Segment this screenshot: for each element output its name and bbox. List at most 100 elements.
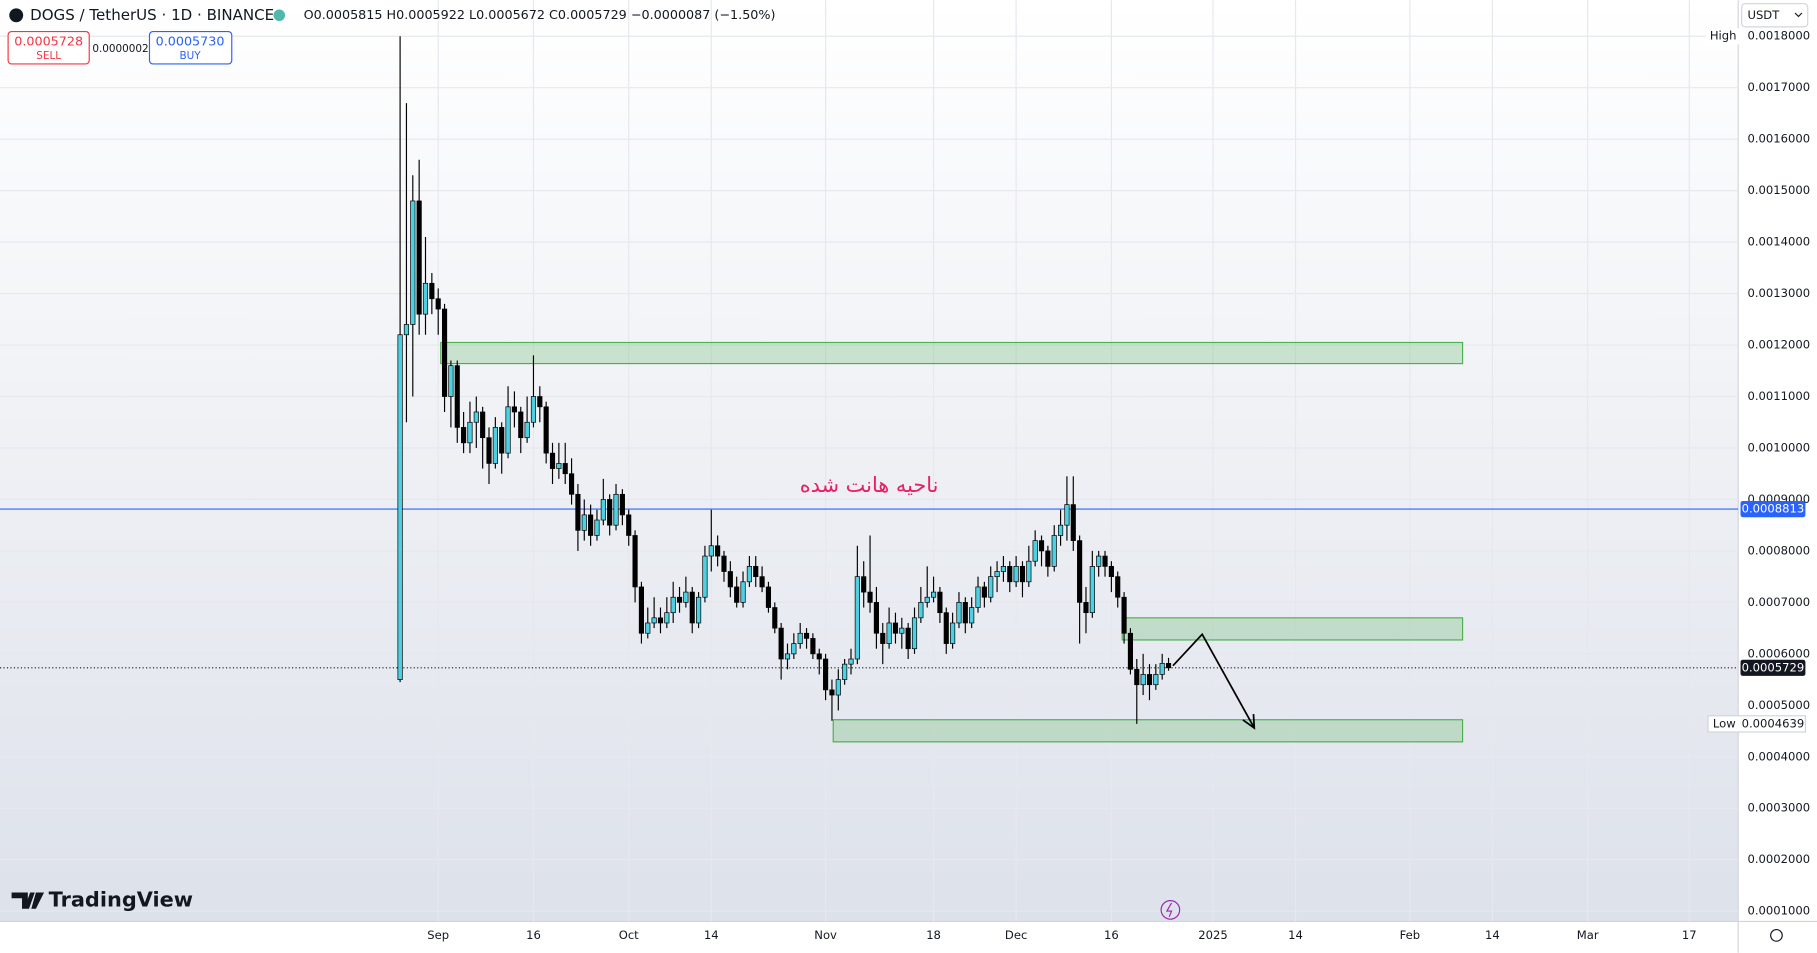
- settings-icon[interactable]: [1770, 929, 1783, 942]
- sell-button[interactable]: [7, 30, 90, 65]
- event-icon[interactable]: [1160, 900, 1181, 920]
- candle-body: [619, 493, 625, 516]
- candle-body: [1058, 524, 1064, 536]
- candle-body: [803, 632, 810, 639]
- x-tick-label: 14: [1485, 928, 1500, 942]
- candle-body: [994, 571, 1000, 578]
- candle-body: [537, 396, 543, 408]
- x-tick-label: 17: [1682, 928, 1697, 942]
- y-tick-label: 0.0007000: [1747, 595, 1810, 609]
- candle-body: [1140, 674, 1146, 686]
- candle-body: [670, 596, 676, 614]
- candle-body: [797, 632, 803, 644]
- y-tick-label: 0.0018000: [1747, 29, 1810, 43]
- candle-body: [746, 566, 752, 583]
- low-box: [1707, 715, 1806, 733]
- market-status[interactable]: [273, 9, 286, 22]
- candle-body: [435, 298, 441, 310]
- candle-body: [581, 514, 587, 531]
- candle-body: [715, 545, 721, 557]
- candle-body: [981, 586, 987, 598]
- candle-body: [848, 658, 854, 665]
- price-axis-panel: [1738, 0, 1817, 953]
- y-tick-label: 0.0003000: [1747, 801, 1810, 815]
- candle-body: [1077, 540, 1083, 603]
- zone: [832, 719, 1464, 743]
- forecast-arrow: [1172, 632, 1256, 729]
- candle-body: [499, 427, 505, 454]
- spread: 0.0000002: [92, 43, 148, 55]
- candle-body: [530, 396, 537, 423]
- candle-body: [1096, 555, 1102, 567]
- x-tick-label: Mar: [1577, 928, 1599, 942]
- candle-body: [600, 499, 606, 521]
- candle-body: [1134, 668, 1140, 686]
- logo: TradingView: [11, 888, 193, 912]
- candle-body: [899, 627, 905, 634]
- y-tick-label: 0.0006000: [1747, 646, 1810, 660]
- candle-body: [1089, 566, 1095, 614]
- candle-body: [721, 555, 727, 572]
- candle-body: [810, 638, 816, 655]
- candle-body: [873, 602, 879, 634]
- candle-body: [1121, 596, 1127, 634]
- price-label: 0.0005729: [1742, 660, 1805, 674]
- candle-body: [416, 200, 422, 315]
- low-value: 0.0004639: [1742, 716, 1805, 730]
- candle-body: [759, 576, 765, 588]
- x-tick-label: Oct: [619, 928, 639, 942]
- currency-select[interactable]: [1741, 3, 1809, 28]
- candle-body: [626, 514, 632, 536]
- candle-body: [784, 653, 791, 660]
- candle-body: [867, 591, 873, 603]
- candle-body: [829, 689, 835, 696]
- candle-body: [1083, 602, 1089, 614]
- candle-body: [683, 591, 689, 603]
- candle-body: [1153, 674, 1159, 686]
- candle-body: [1051, 535, 1057, 567]
- candle-body: [905, 627, 911, 650]
- candle-body: [924, 596, 930, 603]
- symbol-icon: [9, 8, 24, 23]
- candle-body: [556, 463, 562, 469]
- candle-body: [962, 602, 968, 624]
- arrow-head: [1242, 714, 1256, 730]
- symbol-title[interactable]: DOGS / TetherUS · 1D · BINANCE: [30, 6, 274, 24]
- candle-body: [651, 617, 657, 624]
- annotation: ناحیه هانت شده: [800, 473, 939, 497]
- candle-body: [778, 627, 784, 660]
- candle-body: [689, 591, 695, 624]
- candle-body: [1146, 674, 1153, 686]
- candle-body: [842, 663, 848, 680]
- buy-price: 0.0005730: [156, 34, 225, 49]
- event-glyph: [1165, 902, 1173, 918]
- x-tick-label: Sep: [427, 928, 449, 942]
- candle-body: [441, 308, 448, 397]
- buy-button[interactable]: [148, 30, 233, 65]
- y-tick-label: 0.0001000: [1747, 904, 1810, 918]
- candle-body: [861, 576, 867, 593]
- candle-body: [740, 581, 746, 603]
- zone: [1121, 617, 1464, 641]
- y-tick-label: 0.0016000: [1747, 132, 1810, 146]
- x-tick-label: 14: [1288, 928, 1303, 942]
- candle-body: [969, 607, 975, 624]
- candle-body: [480, 411, 486, 439]
- marks: [0, 36, 1739, 743]
- candle-body: [765, 586, 772, 608]
- candle-body: [429, 282, 435, 300]
- y-tick-label: 0.0013000: [1747, 286, 1810, 300]
- candle-body: [1000, 566, 1006, 572]
- y-tick-label: 0.0008000: [1747, 543, 1810, 557]
- candle-body: [791, 643, 797, 655]
- price-label-box: [1740, 659, 1806, 676]
- y-tick-label: 0.0012000: [1747, 338, 1810, 352]
- y-tick-label: 0.0010000: [1747, 440, 1810, 454]
- candle-body: [613, 493, 619, 526]
- y-tick-label: 0.0002000: [1747, 852, 1810, 866]
- candle-body: [524, 421, 530, 439]
- candle-body: [975, 586, 981, 608]
- candle-body: [1026, 560, 1032, 583]
- candle-body: [918, 602, 924, 619]
- candle-body: [696, 596, 702, 624]
